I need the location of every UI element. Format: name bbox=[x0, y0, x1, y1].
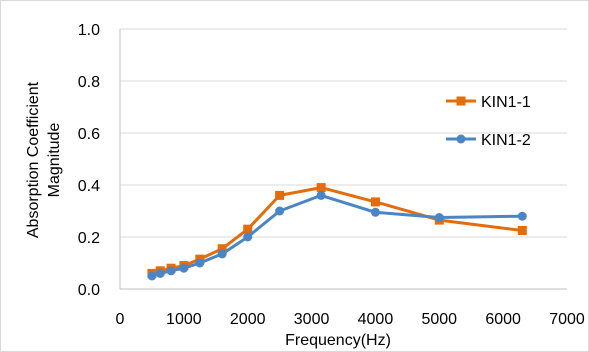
data-point bbox=[275, 206, 285, 216]
y-axis-ticks: 0.0 0.2 0.4 0.6 0.8 1.0 bbox=[78, 22, 100, 299]
y-axis-label-line2: Magnitude bbox=[46, 123, 63, 198]
x-tick-label: 3000 bbox=[294, 311, 330, 328]
legend: KIN1-1 KIN1-2 bbox=[446, 94, 531, 149]
x-tick-label: 7000 bbox=[549, 311, 585, 328]
x-tick-label: 4000 bbox=[358, 311, 394, 328]
axes bbox=[119, 29, 567, 290]
data-point bbox=[147, 271, 157, 281]
data-point bbox=[434, 213, 444, 222]
y-axis-label-line1: Absorption Coefficient bbox=[25, 81, 42, 238]
data-point bbox=[243, 232, 253, 242]
data-point bbox=[195, 258, 205, 268]
data-point bbox=[370, 197, 380, 207]
legend-item: KIN1-2 bbox=[446, 132, 531, 149]
y-tick-label: 0.4 bbox=[78, 178, 100, 195]
x-tick-label: 5000 bbox=[421, 311, 457, 328]
legend-item: KIN1-1 bbox=[446, 94, 531, 111]
data-point bbox=[217, 244, 227, 254]
data-point bbox=[517, 211, 527, 221]
x-tick-label: 2000 bbox=[230, 311, 266, 328]
data-point bbox=[179, 263, 189, 273]
x-tick-label: 1000 bbox=[166, 311, 202, 328]
data-point bbox=[155, 268, 165, 278]
data-point bbox=[316, 190, 326, 200]
gridlines bbox=[120, 28, 567, 290]
legend-label: KIN1-2 bbox=[481, 132, 531, 149]
y-axis-label: Absorption Coefficient Magnitude bbox=[25, 81, 63, 238]
data-point bbox=[166, 266, 176, 276]
y-tick-label: 1.0 bbox=[78, 22, 100, 39]
legend-marker bbox=[456, 96, 466, 106]
legend-marker bbox=[456, 134, 466, 144]
series-layer bbox=[147, 183, 527, 281]
data-point bbox=[370, 207, 380, 217]
data-point bbox=[243, 224, 253, 234]
legend-label: KIN1-1 bbox=[481, 94, 531, 111]
series-kin1-2 bbox=[147, 190, 527, 281]
x-axis-ticks: 0 1000 2000 3000 4000 5000 6000 7000 bbox=[116, 311, 585, 328]
series-kin1-1 bbox=[147, 183, 527, 278]
x-tick-label: 6000 bbox=[485, 311, 521, 328]
y-tick-label: 0.2 bbox=[78, 230, 100, 247]
y-tick-label: 0.0 bbox=[78, 282, 100, 299]
data-point bbox=[316, 183, 326, 193]
data-point bbox=[275, 190, 285, 200]
y-tick-label: 0.8 bbox=[78, 74, 100, 91]
y-tick-label: 0.6 bbox=[78, 126, 100, 143]
x-axis-label: Frequency(Hz) bbox=[285, 332, 391, 349]
data-point bbox=[217, 249, 227, 259]
x-tick-label: 0 bbox=[116, 311, 125, 328]
data-point bbox=[517, 226, 527, 235]
series-line bbox=[151, 193, 523, 278]
